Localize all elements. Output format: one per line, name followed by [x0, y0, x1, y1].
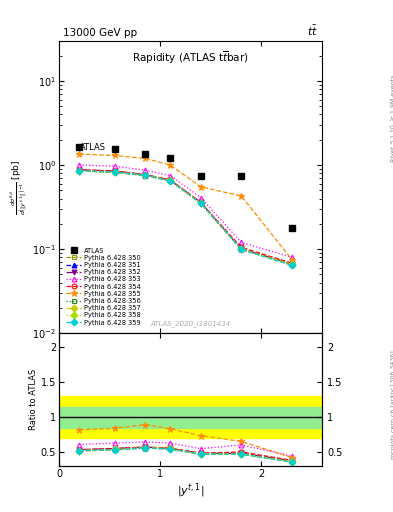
Pythia 6.428 358 [168, 178, 173, 184]
Text: ATLAS: ATLAS [80, 143, 106, 152]
Pythia 6.428 353 [77, 162, 82, 168]
Text: mcplots.cern.ch [arXiv:1306.3436]: mcplots.cern.ch [arXiv:1306.3436] [391, 350, 393, 459]
Pythia 6.428 357 [198, 200, 203, 206]
Pythia 6.428 352 [77, 167, 82, 173]
Pythia 6.428 355 [112, 153, 117, 159]
Y-axis label: Ratio to ATLAS: Ratio to ATLAS [29, 369, 38, 430]
Pythia 6.428 357 [290, 261, 294, 267]
Line: Pythia 6.428 353: Pythia 6.428 353 [77, 163, 294, 260]
X-axis label: $|y^{t,1}|$: $|y^{t,1}|$ [177, 481, 204, 500]
Pythia 6.428 350 [77, 168, 82, 174]
Line: Pythia 6.428 351: Pythia 6.428 351 [77, 168, 294, 267]
Pythia 6.428 351 [168, 177, 173, 183]
Pythia 6.428 351 [290, 261, 294, 267]
Pythia 6.428 357 [143, 172, 147, 178]
Pythia 6.428 353 [112, 163, 117, 169]
Pythia 6.428 352 [290, 261, 294, 267]
Pythia 6.428 352 [239, 246, 244, 252]
Pythia 6.428 356 [112, 169, 117, 176]
Pythia 6.428 352 [112, 168, 117, 174]
Text: Rapidity (ATLAS t$\overline{t}$bar): Rapidity (ATLAS t$\overline{t}$bar) [132, 50, 249, 66]
Pythia 6.428 353 [168, 173, 173, 179]
Pythia 6.428 350 [168, 178, 173, 184]
Pythia 6.428 358 [77, 167, 82, 174]
Pythia 6.428 356 [168, 178, 173, 184]
Pythia 6.428 350 [198, 200, 203, 206]
Pythia 6.428 351 [198, 199, 203, 205]
Pythia 6.428 356 [239, 246, 244, 252]
Pythia 6.428 355 [198, 184, 203, 190]
Pythia 6.428 353 [290, 254, 294, 260]
Pythia 6.428 357 [77, 167, 82, 174]
Pythia 6.428 354 [112, 168, 117, 174]
Pythia 6.428 351 [239, 246, 244, 252]
Pythia 6.428 359 [77, 168, 82, 174]
Pythia 6.428 357 [112, 169, 117, 175]
Pythia 6.428 350 [143, 173, 147, 179]
Pythia 6.428 358 [198, 200, 203, 206]
Pythia 6.428 352 [198, 199, 203, 205]
Pythia 6.428 355 [290, 257, 294, 263]
Pythia 6.428 358 [143, 172, 147, 178]
Line: Pythia 6.428 357: Pythia 6.428 357 [77, 168, 294, 267]
Text: $t\bar{t}$: $t\bar{t}$ [307, 24, 318, 38]
Pythia 6.428 353 [143, 167, 147, 173]
Pythia 6.428 354 [143, 172, 147, 178]
Pythia 6.428 356 [143, 173, 147, 179]
Pythia 6.428 354 [198, 199, 203, 205]
Pythia 6.428 356 [290, 262, 294, 268]
Pythia 6.428 350 [290, 262, 294, 268]
Text: ATLAS_2020_I1801434: ATLAS_2020_I1801434 [151, 321, 231, 327]
Pythia 6.428 357 [168, 177, 173, 183]
Pythia 6.428 353 [239, 240, 244, 246]
Pythia 6.428 359 [198, 200, 203, 206]
Pythia 6.428 351 [77, 167, 82, 173]
Pythia 6.428 355 [239, 193, 244, 199]
Pythia 6.428 354 [168, 177, 173, 183]
Pythia 6.428 353 [198, 195, 203, 201]
Pythia 6.428 356 [198, 200, 203, 206]
Pythia 6.428 350 [239, 246, 244, 252]
Line: Pythia 6.428 350: Pythia 6.428 350 [77, 168, 294, 267]
Line: Pythia 6.428 359: Pythia 6.428 359 [77, 168, 294, 268]
Pythia 6.428 354 [290, 260, 294, 266]
Pythia 6.428 351 [112, 168, 117, 175]
Pythia 6.428 354 [77, 167, 82, 173]
Pythia 6.428 351 [143, 172, 147, 178]
Pythia 6.428 358 [112, 169, 117, 175]
Pythia 6.428 355 [168, 162, 173, 168]
Line: Pythia 6.428 354: Pythia 6.428 354 [77, 167, 294, 266]
Pythia 6.428 359 [239, 246, 244, 252]
Line: Pythia 6.428 358: Pythia 6.428 358 [77, 168, 294, 267]
Pythia 6.428 356 [77, 168, 82, 174]
Pythia 6.428 358 [239, 246, 244, 252]
Pythia 6.428 359 [143, 172, 147, 178]
Pythia 6.428 358 [290, 262, 294, 268]
Pythia 6.428 357 [239, 246, 244, 252]
Y-axis label: $\frac{d\sigma^{fid}}{d\left(|y^{t,\bar{1}}|\right)^{-1}}$ [pb]: $\frac{d\sigma^{fid}}{d\left(|y^{t,\bar{… [8, 159, 29, 215]
Pythia 6.428 354 [239, 244, 244, 250]
Text: 13000 GeV pp: 13000 GeV pp [63, 28, 137, 38]
Line: Pythia 6.428 352: Pythia 6.428 352 [77, 167, 294, 266]
Line: Pythia 6.428 355: Pythia 6.428 355 [76, 151, 296, 263]
Pythia 6.428 355 [77, 151, 82, 157]
Pythia 6.428 359 [290, 262, 294, 268]
Pythia 6.428 350 [112, 169, 117, 176]
Legend: ATLAS, Pythia 6.428 350, Pythia 6.428 351, Pythia 6.428 352, Pythia 6.428 353, P: ATLAS, Pythia 6.428 350, Pythia 6.428 35… [65, 246, 141, 327]
Text: Rivet 3.1.10, ≥ 1.9M events: Rivet 3.1.10, ≥ 1.9M events [391, 74, 393, 162]
Pythia 6.428 352 [143, 172, 147, 178]
Pythia 6.428 355 [143, 155, 147, 161]
Pythia 6.428 359 [168, 178, 173, 184]
Pythia 6.428 352 [168, 177, 173, 183]
Line: Pythia 6.428 356: Pythia 6.428 356 [77, 168, 294, 267]
Pythia 6.428 359 [112, 169, 117, 175]
